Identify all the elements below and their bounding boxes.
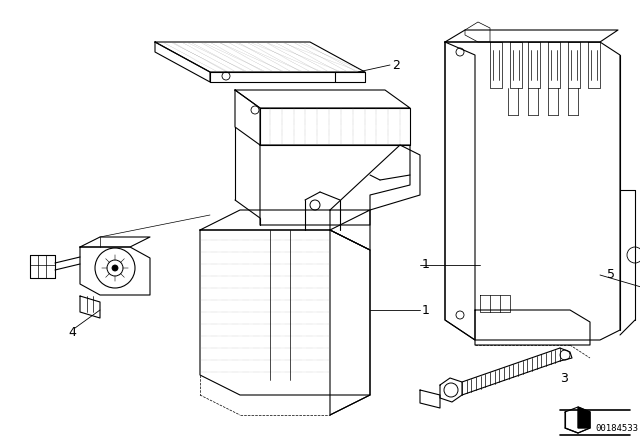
Text: 00184533: 00184533 [595,423,638,432]
Polygon shape [565,428,578,433]
Polygon shape [578,407,590,428]
Text: 1: 1 [422,303,430,316]
Circle shape [112,265,118,271]
Text: 3: 3 [560,371,568,384]
Text: 4: 4 [68,326,76,339]
Text: 5: 5 [607,268,615,281]
Text: 1: 1 [422,258,430,271]
Text: 2: 2 [392,59,400,72]
